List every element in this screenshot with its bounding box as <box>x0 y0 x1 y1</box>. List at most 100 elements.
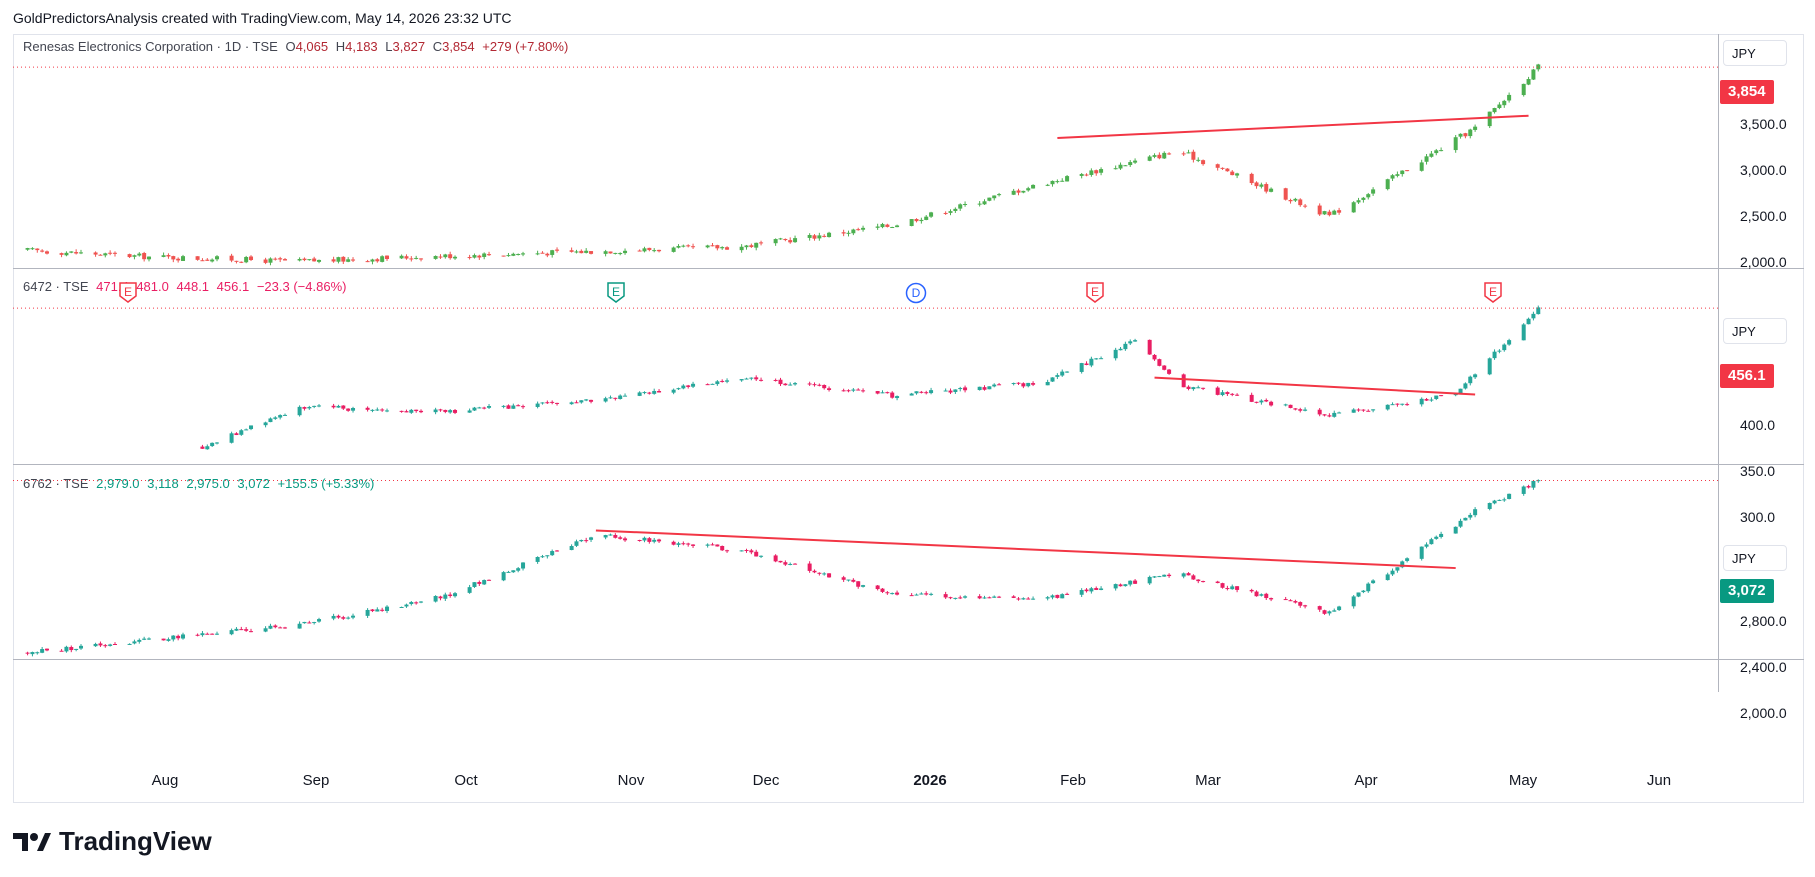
candle-body <box>822 235 827 237</box>
candle-body <box>1259 184 1264 187</box>
pane1-currency[interactable]: JPY <box>1723 40 1787 66</box>
candle-body <box>297 258 302 261</box>
candle-body <box>924 392 929 394</box>
candle-body <box>1191 387 1196 390</box>
candle-body <box>142 253 147 260</box>
candle-body <box>1288 600 1293 602</box>
candle-body <box>1371 580 1376 584</box>
candle-body <box>846 579 851 581</box>
candle-body <box>827 232 832 238</box>
candle-body <box>657 539 662 542</box>
candle-body <box>1536 480 1541 482</box>
candle-body <box>181 256 186 261</box>
candle-body <box>341 617 346 619</box>
pane3-legend[interactable]: 6762 · TSE 2,979.0 3,118 2,975.0 3,072 +… <box>23 476 378 491</box>
candle-body <box>161 255 166 257</box>
candle-body <box>875 391 880 394</box>
candle-body <box>443 254 448 258</box>
candle-body <box>1259 400 1264 403</box>
earnings-event-icon[interactable]: E <box>117 281 139 303</box>
candle-body <box>953 389 958 392</box>
candle-body <box>545 253 550 256</box>
candle-body <box>720 247 725 249</box>
candle-body <box>1230 171 1235 176</box>
candle-body <box>1361 590 1366 593</box>
pane2-chart[interactable] <box>13 269 1718 463</box>
candle-body <box>419 410 424 413</box>
candle-body <box>1016 190 1021 193</box>
candle-body <box>657 249 662 252</box>
candle-body <box>783 383 788 386</box>
candle-body <box>385 255 390 260</box>
candle-body <box>657 391 662 393</box>
candle-body <box>1113 349 1118 359</box>
candle-body <box>1011 383 1016 385</box>
candle-body <box>467 587 472 593</box>
pane1-legend[interactable]: Renesas Electronics Corporation · 1D · T… <box>23 39 572 54</box>
pane3-currency[interactable]: JPY <box>1723 545 1787 571</box>
candle-body <box>637 540 642 542</box>
candle-body <box>885 224 890 227</box>
candle-body <box>822 573 827 575</box>
pane2-change: −23.3 (−4.86%) <box>256 279 347 294</box>
candle-body <box>1065 593 1070 595</box>
earnings-event-icon[interactable]: E <box>605 281 627 303</box>
candle-body <box>1113 168 1118 170</box>
candle-body <box>817 572 822 574</box>
candle-body <box>341 405 346 409</box>
candle-body <box>637 392 642 396</box>
candle-body <box>793 383 798 385</box>
candle-body <box>1065 176 1070 182</box>
candle-body <box>1356 200 1361 203</box>
candle-body <box>1031 383 1036 385</box>
pane1-low: 3,827 <box>392 39 426 54</box>
earnings-event-icon[interactable]: E <box>1084 281 1106 303</box>
dividend-event-icon[interactable]: D <box>905 282 927 304</box>
pane1-symbol[interactable]: Renesas Electronics Corporation · 1D · T… <box>23 39 278 54</box>
pane1-chart[interactable] <box>13 35 1718 267</box>
candle-body <box>477 582 482 584</box>
candle-body <box>895 225 900 228</box>
candle-body <box>419 258 424 260</box>
pane2-symbol[interactable]: 6472 · TSE <box>23 279 89 294</box>
candle-body <box>1487 358 1492 375</box>
candle-body <box>351 259 356 261</box>
candle-body <box>1196 579 1201 582</box>
candle-body <box>1152 576 1157 578</box>
candle-body <box>759 555 764 557</box>
candle-body <box>929 212 934 217</box>
candle-body <box>176 258 181 261</box>
candle-body <box>1021 190 1026 193</box>
pane2-currency[interactable]: JPY <box>1723 318 1787 344</box>
candle-body <box>783 238 788 241</box>
candle-body <box>992 195 997 199</box>
candle-body <box>1521 486 1526 494</box>
candle-body <box>1317 205 1322 215</box>
pane1-high: 4,183 <box>345 39 378 54</box>
pane1-tick: 2,000.0 <box>1740 254 1787 270</box>
candle-body <box>1439 395 1444 397</box>
candle-body <box>268 418 273 423</box>
tradingview-logo[interactable]: TradingView <box>13 826 212 857</box>
pane3-symbol[interactable]: 6762 · TSE <box>23 476 89 491</box>
candle-body <box>375 609 380 612</box>
time-axis-label: Sep <box>302 772 330 789</box>
candle-body <box>895 592 900 595</box>
candle-body <box>200 446 205 449</box>
candle-body <box>977 203 982 205</box>
pane2-tick: 400.0 <box>1740 417 1776 433</box>
pane3-high: 3,118 <box>147 476 179 491</box>
candle-body <box>982 597 987 599</box>
candle-body <box>778 238 783 240</box>
candle-body <box>1249 589 1254 592</box>
candle-body <box>409 409 414 413</box>
pane-separator[interactable] <box>13 464 1804 465</box>
candle-body <box>1390 175 1395 179</box>
pane-separator[interactable] <box>13 268 1804 269</box>
pane3-chart[interactable] <box>13 465 1718 659</box>
candle-body <box>482 580 487 585</box>
candle-body <box>1089 170 1094 175</box>
candle-body <box>331 615 336 619</box>
candle-body <box>856 229 861 231</box>
earnings-event-icon[interactable]: E <box>1482 281 1504 303</box>
